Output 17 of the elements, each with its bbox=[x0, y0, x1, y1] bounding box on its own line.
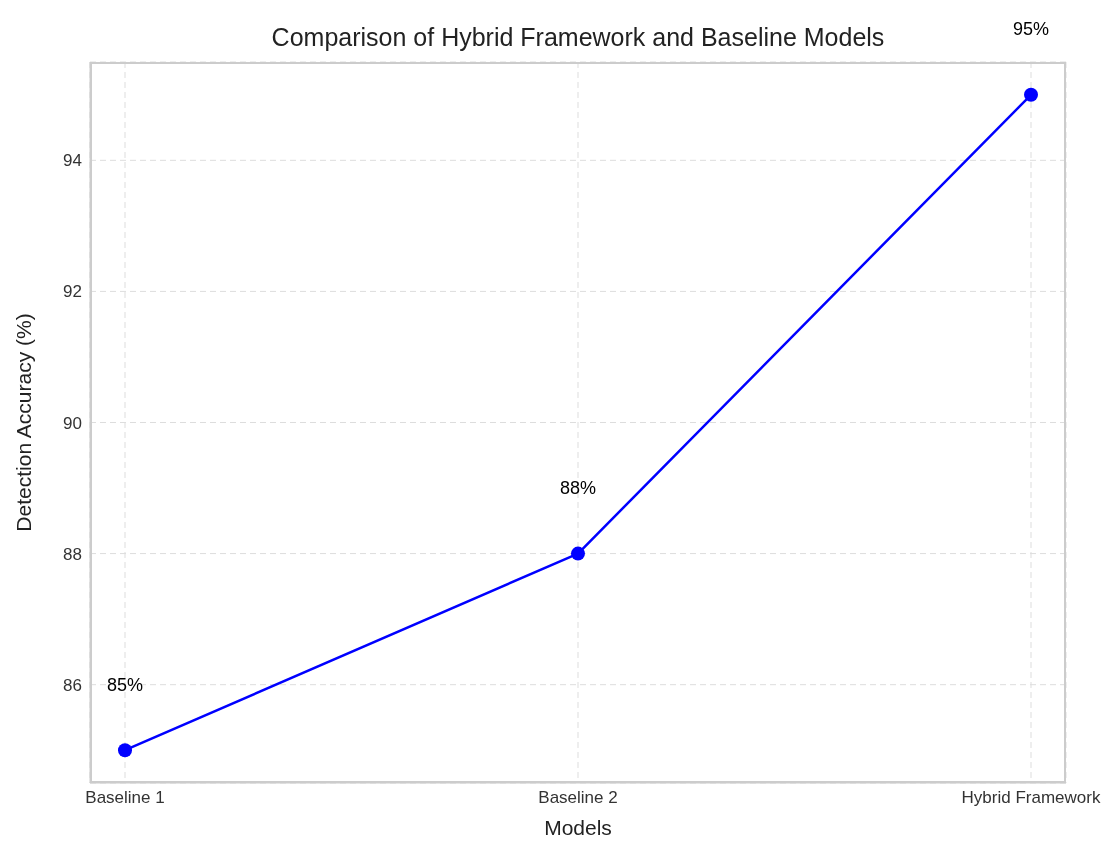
x-tick-label: Baseline 1 bbox=[85, 788, 165, 808]
point bbox=[118, 743, 132, 758]
data-label: 85% bbox=[106, 674, 144, 695]
data-label: 95% bbox=[1012, 19, 1050, 40]
y-tick-label: 92 bbox=[63, 282, 82, 302]
x-axis-title: Models bbox=[544, 816, 612, 839]
y-tick-label: 88 bbox=[63, 544, 82, 564]
x-tick-label: Baseline 2 bbox=[538, 788, 618, 808]
chart-title: Comparison of Hybrid Framework and Baseline Models bbox=[271, 23, 885, 51]
point bbox=[571, 546, 585, 561]
point bbox=[1024, 87, 1038, 102]
x-tick-label: Hybrid Framework bbox=[961, 788, 1101, 808]
y-tick-label: 90 bbox=[63, 413, 82, 433]
y-axis-title: Detection Accuracy (%) bbox=[12, 313, 36, 532]
data-label: 88% bbox=[559, 478, 597, 499]
y-tick-label: 94 bbox=[63, 151, 82, 171]
y-tick-label: 86 bbox=[63, 675, 82, 695]
